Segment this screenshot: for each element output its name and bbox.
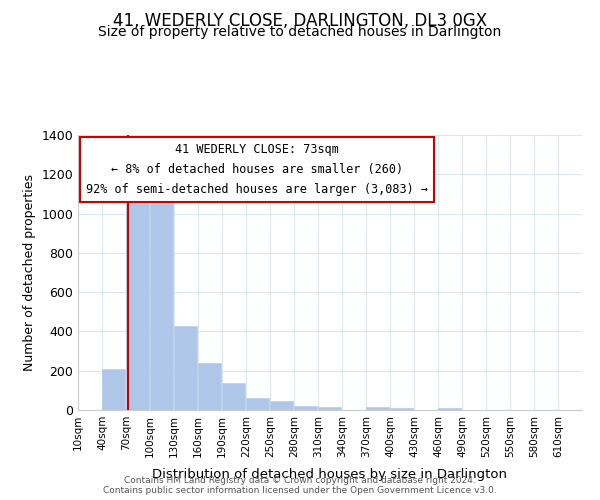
Bar [246,398,269,410]
Bar [174,326,197,410]
Text: 41 WEDERLY CLOSE: 73sqm
← 8% of detached houses are smaller (260)
92% of semi-de: 41 WEDERLY CLOSE: 73sqm ← 8% of detached… [86,143,428,196]
Bar [222,382,245,410]
Text: Size of property relative to detached houses in Darlington: Size of property relative to detached ho… [98,25,502,39]
Bar [390,408,413,410]
Y-axis label: Number of detached properties: Number of detached properties [23,174,36,371]
X-axis label: Distribution of detached houses by size in Darlington: Distribution of detached houses by size … [152,468,508,481]
Text: Contains HM Land Registry data © Crown copyright and database right 2024.: Contains HM Land Registry data © Crown c… [124,476,476,485]
Bar [318,407,341,410]
Bar [270,401,293,410]
Text: 41, WEDERLY CLOSE, DARLINGTON, DL3 0GX: 41, WEDERLY CLOSE, DARLINGTON, DL3 0GX [113,12,487,30]
Bar [198,363,221,410]
Bar [294,406,317,410]
Bar [150,195,173,410]
Bar [102,369,125,410]
Bar [366,407,389,410]
Bar [438,408,461,410]
Text: Contains public sector information licensed under the Open Government Licence v3: Contains public sector information licen… [103,486,497,495]
Bar [126,190,149,410]
